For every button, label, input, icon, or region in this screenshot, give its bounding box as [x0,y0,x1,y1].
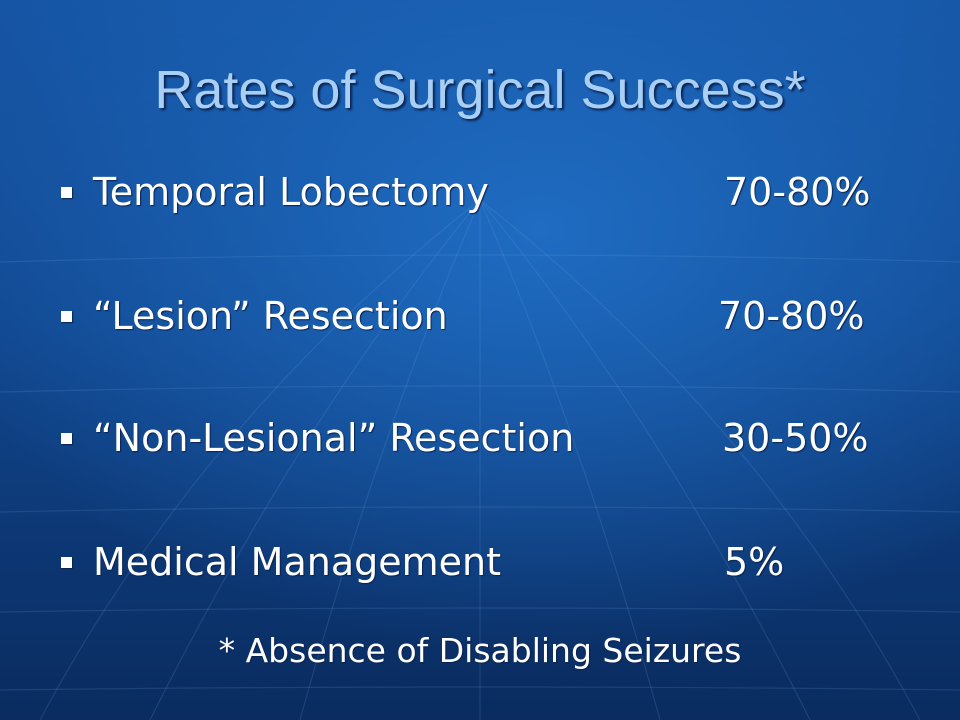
slide-title: Rates of Surgical Success* [154,60,806,120]
square-bullet-icon [61,187,72,198]
item-value: 70-80% [724,170,871,214]
item-label: “Lesion” Resection [93,294,448,338]
square-bullet-icon [61,557,72,568]
list-item: Medical Management 5% [0,537,960,587]
list-item: “Lesion” Resection 70-80% [0,291,960,341]
item-value: 5% [724,540,785,584]
list-item: Temporal Lobectomy 70-80% [0,167,960,217]
item-label: Medical Management [93,540,501,584]
item-value: 30-50% [722,416,869,460]
item-label: Temporal Lobectomy [93,170,489,214]
square-bullet-icon [61,433,72,444]
list-item: “Non-Lesional” Resection 30-50% [0,413,960,463]
footnote: * Absence of Disabling Seizures [218,631,742,670]
square-bullet-icon [61,311,72,322]
item-value: 70-80% [718,294,865,338]
item-label: “Non-Lesional” Resection [93,416,575,460]
